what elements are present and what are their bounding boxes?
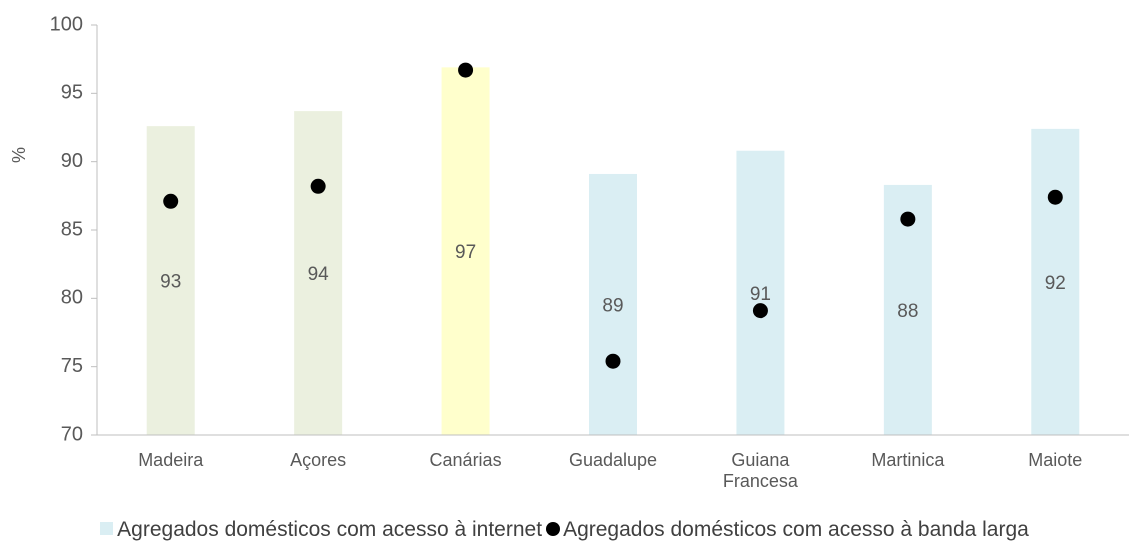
dot — [1047, 189, 1063, 205]
data-label: 89 — [602, 295, 623, 316]
bar — [146, 126, 195, 435]
dot — [458, 62, 474, 78]
y-tick-label: 100 — [50, 13, 83, 35]
dot — [310, 178, 326, 194]
legend-label: Agregados domésticos com acesso à intern… — [117, 518, 543, 541]
x-tick-label: Açores — [290, 450, 347, 470]
bar — [294, 111, 343, 435]
bar — [1031, 128, 1080, 435]
dot — [752, 303, 768, 319]
data-label: 88 — [897, 301, 918, 322]
y-axis-label: % — [9, 147, 29, 163]
x-tick-label: Guadalupe — [568, 450, 658, 470]
y-tick-label: 80 — [61, 287, 83, 309]
x-tick-label: Martinica — [871, 450, 945, 470]
bar — [589, 173, 637, 435]
bar — [736, 150, 785, 435]
legend-label: Agregados domésticos com acesso à banda … — [563, 518, 1029, 541]
data-label: 92 — [1045, 273, 1066, 294]
dot — [605, 353, 621, 369]
x-tick-label: Maiote — [1028, 450, 1083, 470]
dot — [163, 193, 179, 209]
x-tick-label: Madeira — [138, 450, 204, 470]
y-tick-label: 90 — [61, 150, 83, 172]
y-tick-label: 70 — [61, 423, 83, 445]
plot: % 70 75 80 85 90 95 100 93 94 97 89 91 88 92 — [9, 13, 1129, 445]
y-tick-label: 95 — [61, 82, 83, 104]
data-label: 97 — [455, 242, 476, 263]
data-label: 93 — [160, 272, 181, 293]
legend-swatch — [100, 522, 114, 535]
y-tick-label: 75 — [61, 355, 83, 377]
dot — [900, 211, 916, 227]
data-label: 94 — [308, 264, 330, 285]
x-tick-label: Canárias — [429, 450, 502, 470]
data-label: 91 — [750, 284, 771, 305]
bar — [441, 67, 490, 435]
x-tick-label: Guiana Francesa — [722, 450, 798, 491]
y-tick-label: 85 — [61, 218, 83, 240]
bar — [883, 184, 932, 435]
legend-dot — [546, 522, 561, 536]
legend: Agregados domésticos com acesso à intern… — [0, 518, 1129, 542]
